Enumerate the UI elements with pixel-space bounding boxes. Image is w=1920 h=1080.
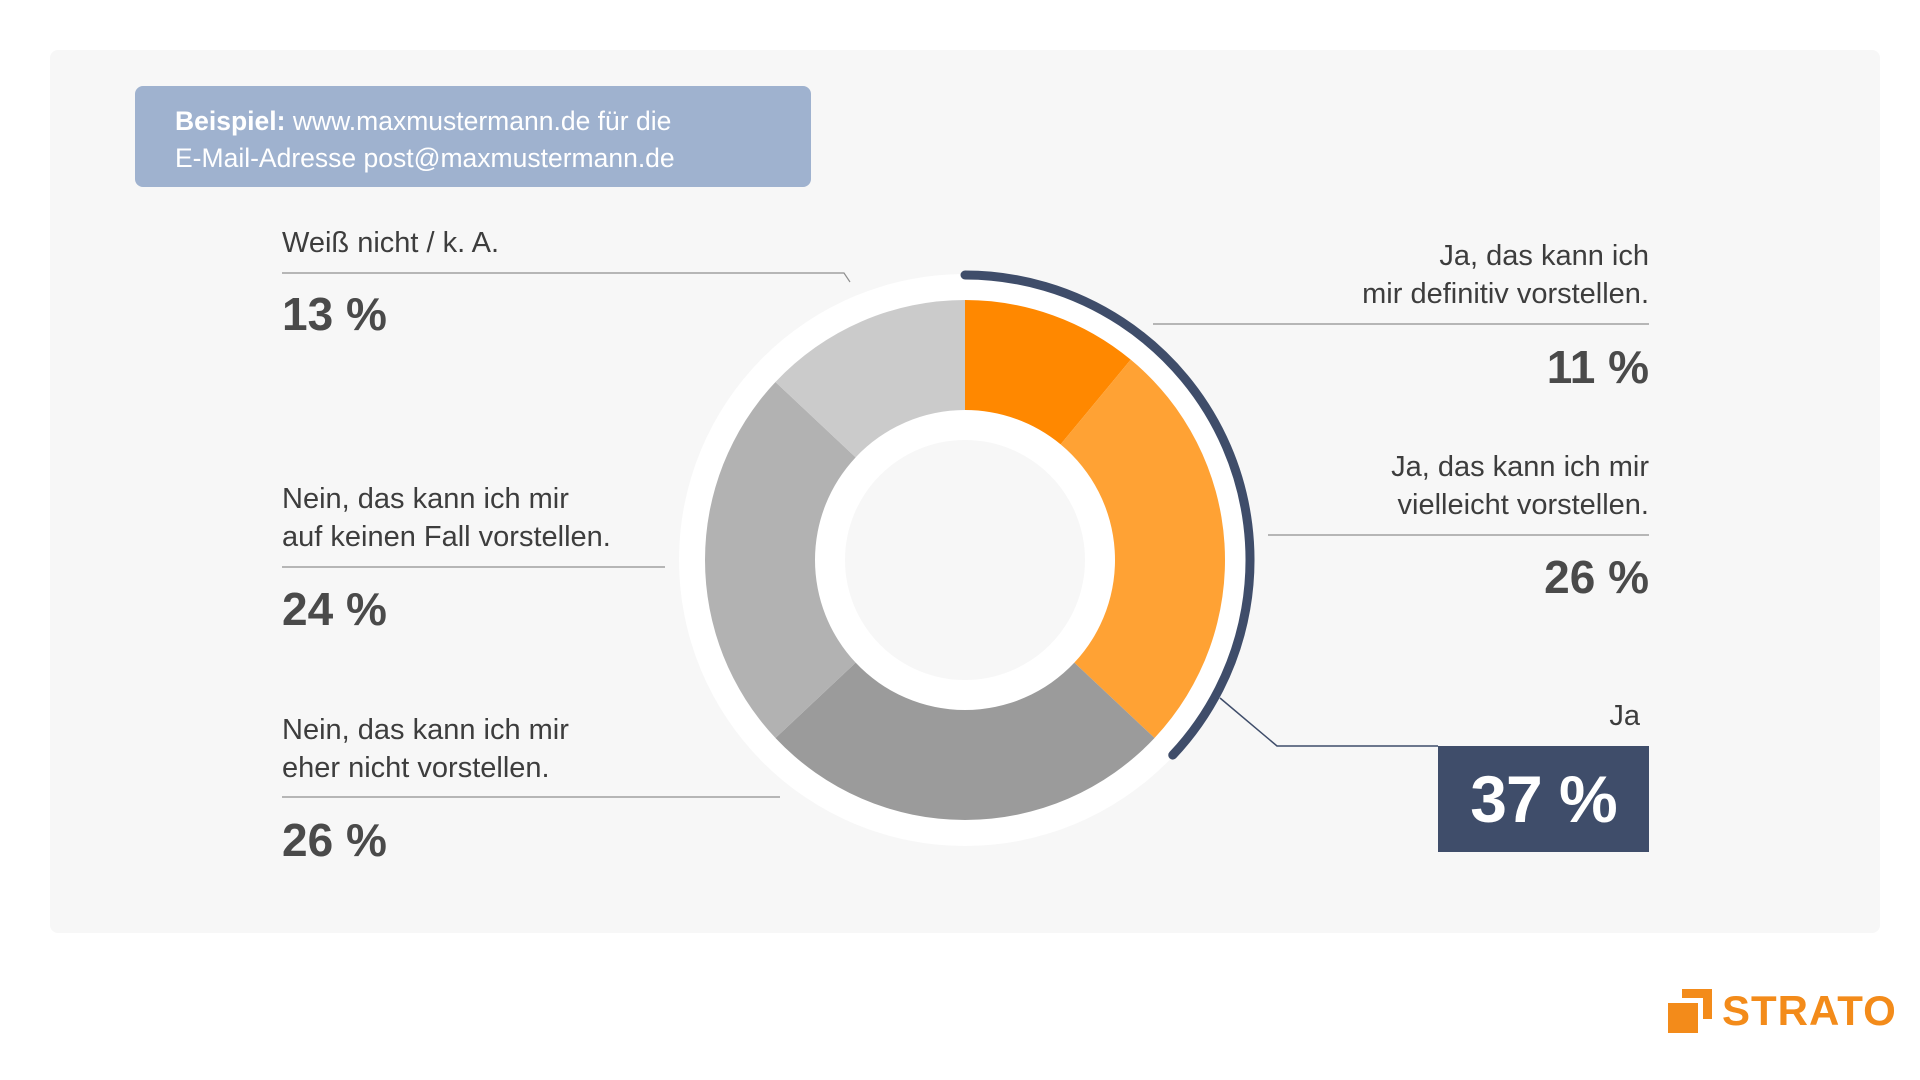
example-line2: E-Mail-Adresse post@maxmustermann.de — [175, 143, 675, 173]
example-bold: Beispiel: — [175, 106, 286, 136]
label-vielleicht-line2: vielleicht vorstellen. — [1397, 489, 1649, 521]
label-definitiv-line2: mir definitiv vorstellen. — [1362, 278, 1649, 310]
donut-slice-4 — [775, 300, 965, 458]
label-eher-nicht-line2: eher nicht vorstellen. — [282, 752, 550, 784]
label-keinen-fall-line1: Nein, das kann ich mir — [282, 483, 569, 515]
donut-slice-0 — [965, 300, 1131, 445]
label-keinen-fall: Nein, das kann ich mir auf keinen Fall v… — [282, 480, 611, 556]
label-vielleicht-line1: Ja, das kann ich mir — [1391, 451, 1649, 483]
example-line1: www.maxmustermann.de für die — [285, 106, 672, 136]
donut-slice-3 — [704, 382, 856, 738]
donut-hole — [845, 440, 1085, 680]
example-note: Beispiel: www.maxmustermann.de für die E… — [135, 86, 811, 187]
label-weiss-nicht: Weiß nicht / k. A. — [282, 227, 500, 259]
label-ja: Ja — [1609, 700, 1640, 732]
strato-logo-mark-icon — [1668, 989, 1712, 1033]
value-eher-nicht: 26 % — [282, 814, 387, 866]
strato-logo: STRATO — [1668, 986, 1897, 1036]
value-ja: 37 % — [1438, 746, 1649, 852]
ja-bracket-arc — [960, 270, 1255, 760]
value-definitiv: 11 % — [1546, 341, 1649, 393]
label-keinen-fall-line2: auf keinen Fall vorstellen. — [282, 521, 611, 553]
label-vielleicht: Ja, das kann ich mir vielleicht vorstell… — [1391, 448, 1649, 524]
value-vielleicht: 26 % — [1544, 551, 1649, 603]
label-eher-nicht-line1: Nein, das kann ich mir — [282, 714, 569, 746]
label-definitiv: Ja, das kann ich mir definitiv vorstelle… — [1362, 237, 1649, 313]
value-weiss-nicht: 13 % — [282, 288, 387, 340]
donut-slice-1 — [1060, 359, 1225, 738]
strato-logo-text: STRATO — [1722, 987, 1897, 1034]
donut-slice-2 — [775, 662, 1155, 820]
value-keinen-fall: 24 % — [282, 583, 387, 635]
label-eher-nicht: Nein, das kann ich mir eher nicht vorste… — [282, 711, 569, 787]
leader-line-ja — [1219, 697, 1438, 747]
leader-line-weiss — [282, 272, 851, 283]
label-definitiv-line1: Ja, das kann ich — [1439, 240, 1649, 272]
